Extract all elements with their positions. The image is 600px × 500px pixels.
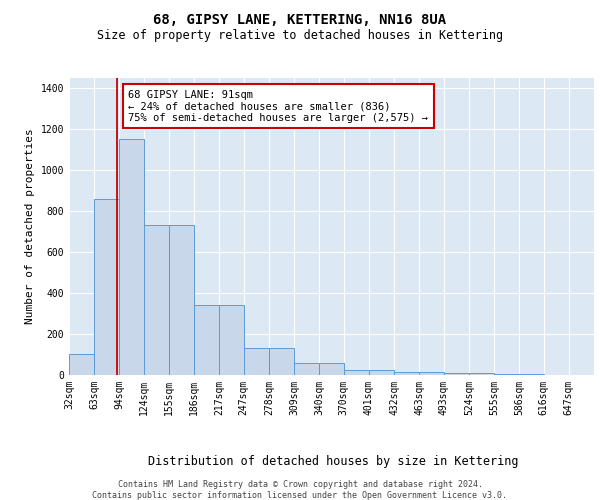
Bar [294, 362, 319, 375]
Bar [443, 373, 469, 375]
Bar [519, 374, 544, 375]
Bar [119, 139, 144, 375]
Text: Size of property relative to detached houses in Kettering: Size of property relative to detached ho… [97, 29, 503, 42]
Bar [494, 374, 519, 375]
Bar [469, 373, 494, 375]
Text: 68, GIPSY LANE, KETTERING, NN16 8UA: 68, GIPSY LANE, KETTERING, NN16 8UA [154, 12, 446, 26]
Bar [69, 354, 94, 375]
Bar [169, 225, 194, 375]
Text: Contains HM Land Registry data © Crown copyright and database right 2024.
Contai: Contains HM Land Registry data © Crown c… [92, 480, 508, 500]
Bar [244, 348, 269, 375]
Bar [94, 198, 119, 375]
Bar [144, 225, 169, 375]
Text: Distribution of detached houses by size in Kettering: Distribution of detached houses by size … [148, 454, 518, 468]
Bar [220, 305, 244, 375]
Bar [369, 370, 394, 375]
Bar [419, 372, 443, 375]
Y-axis label: Number of detached properties: Number of detached properties [25, 128, 35, 324]
Bar [344, 370, 369, 375]
Bar [319, 362, 344, 375]
Bar [194, 305, 220, 375]
Bar [394, 372, 419, 375]
Text: 68 GIPSY LANE: 91sqm
← 24% of detached houses are smaller (836)
75% of semi-deta: 68 GIPSY LANE: 91sqm ← 24% of detached h… [128, 90, 428, 123]
Bar [269, 348, 294, 375]
